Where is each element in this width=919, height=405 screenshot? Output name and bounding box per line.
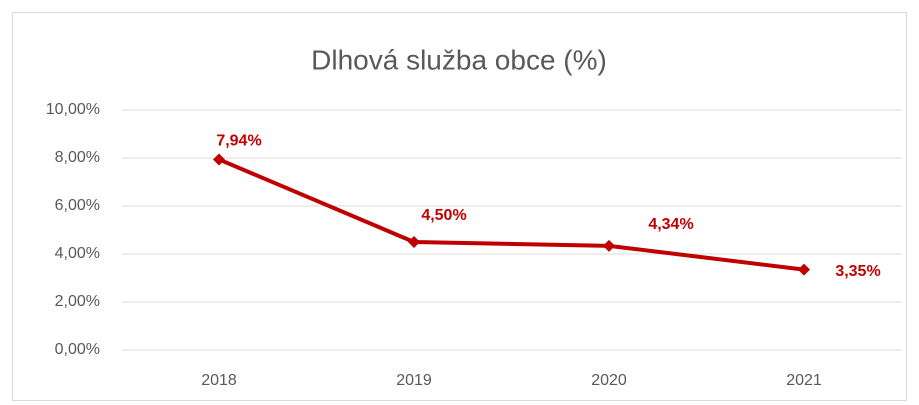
- x-tick-label: 2021: [786, 372, 822, 389]
- x-tick-label: 2019: [396, 372, 432, 389]
- marker: [213, 153, 225, 166]
- x-tick-label: 2018: [201, 372, 237, 389]
- y-tick-label: 10,00%: [46, 101, 100, 118]
- line: [218, 157, 805, 272]
- y-tick-label: 4,00%: [55, 245, 100, 262]
- data-label: 4,34%: [648, 216, 693, 233]
- y-tick-label: 0,00%: [55, 341, 100, 358]
- y-tick-label: 8,00%: [55, 149, 100, 166]
- data-label: 7,94%: [216, 133, 261, 150]
- marker: [603, 239, 615, 252]
- data-label: 3,35%: [835, 263, 880, 280]
- marker: [408, 236, 420, 248]
- y-tick-label: 2,00%: [55, 293, 100, 310]
- y-tick-label: 6,00%: [55, 197, 100, 214]
- data-label: 4,50%: [421, 207, 466, 224]
- marker: [798, 263, 810, 276]
- chart-title: Dlhová služba obce (%): [311, 44, 607, 75]
- x-tick-label: 2020: [591, 372, 627, 389]
